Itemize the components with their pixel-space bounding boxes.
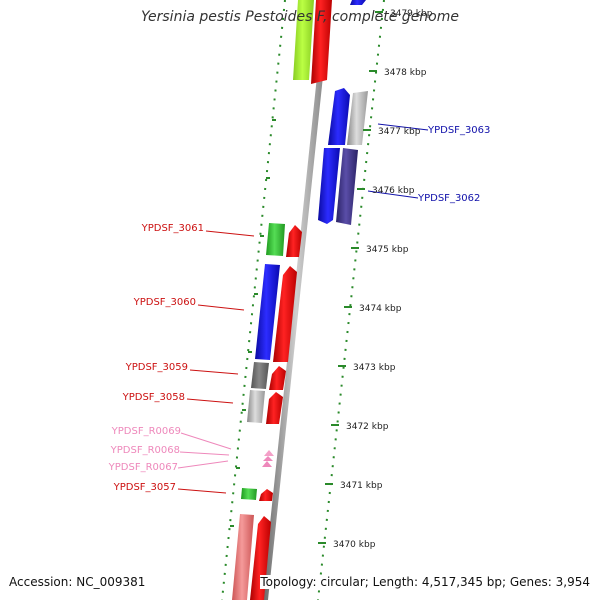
gene-label: YPDSF_3060 xyxy=(133,297,196,308)
outer-track-boundary xyxy=(317,0,385,600)
scale-tick-label: 3477 kbp xyxy=(378,127,421,137)
gene-ypdsf-3059-red xyxy=(269,366,286,390)
gene-salmon-bottom xyxy=(232,514,254,600)
genome-summary: Topology: circular; Length: 4,517,345 bp… xyxy=(260,575,590,589)
gene-ypdsf-r0069 xyxy=(264,450,274,456)
gene-ypdsf-r0067 xyxy=(262,461,272,467)
scale-tick-label: 3473 kbp xyxy=(353,363,396,373)
gene-ypdsf-3057-red xyxy=(259,489,273,501)
accession-text: Accession: NC_009381 xyxy=(9,575,146,589)
scale-ticks: 3479 kbp 3478 kbp 3477 kbp 3476 kbp 3475 kbp… xyxy=(318,9,433,550)
gene-ypdsf-3057-green xyxy=(241,488,257,500)
gene-ypdsf-3063-blue xyxy=(328,88,350,145)
scale-tick-label: 3478 kbp xyxy=(384,68,427,78)
label-connectors xyxy=(177,123,429,494)
gene-ypdsf-3061-green xyxy=(266,223,285,256)
scale-tick-label: 3479 kbp xyxy=(390,9,433,19)
inner-track-boundary xyxy=(221,0,286,600)
gene-ypdsf-3062-navy xyxy=(336,148,358,225)
gene-ypdsf-3062-blue xyxy=(318,148,340,224)
gene-label: YPDSF_R0069 xyxy=(111,426,181,437)
gene-ypdsf-3060-blue xyxy=(255,264,280,360)
scale-tick-label: 3471 kbp xyxy=(340,481,383,491)
scale-tick-label: 3474 kbp xyxy=(359,304,402,314)
scale-tick-label: 3472 kbp xyxy=(346,422,389,432)
gene-ypdsf-3058-red xyxy=(266,392,283,424)
inner-ticks xyxy=(230,119,276,527)
gene-label: YPDSF_3059 xyxy=(125,362,188,373)
gene-ypdsf-3059-darkgray xyxy=(251,362,269,389)
gene-labels: YPDSF_3063 YPDSF_3062 YPDSF_3061 YPDSF_3060… xyxy=(108,125,491,493)
gene-label: YPDSF_3061 xyxy=(141,223,204,234)
gene-lime xyxy=(293,0,314,80)
gene-label: YPDSF_3058 xyxy=(122,392,185,403)
map-title: Yersinia pestis Pestoides F, complete ge… xyxy=(141,9,459,25)
gene-ypdsf-r0068 xyxy=(263,456,273,461)
gene-label: YPDSF_3062 xyxy=(417,193,480,204)
gene-red-top xyxy=(311,0,332,84)
scale-tick-label: 3475 kbp xyxy=(366,245,409,255)
backbone xyxy=(262,0,331,600)
gene-ypdsf-3061-red xyxy=(286,225,302,257)
gene-blue-topcorner xyxy=(350,0,366,5)
gene-label: YPDSF_3057 xyxy=(113,482,176,493)
scale-tick-label: 3470 kbp xyxy=(333,540,376,550)
scale-tick-label: 3476 kbp xyxy=(372,186,415,196)
gene-label: YPDSF_R0068 xyxy=(110,445,180,456)
gene-label: YPDSF_R0067 xyxy=(108,462,178,473)
gene-label: YPDSF_3063 xyxy=(427,125,490,136)
gene-ypdsf-3063-gray xyxy=(347,91,368,145)
gene-ypdsf-3060-red xyxy=(273,266,297,362)
gene-ypdsf-3058-gray xyxy=(247,390,265,423)
